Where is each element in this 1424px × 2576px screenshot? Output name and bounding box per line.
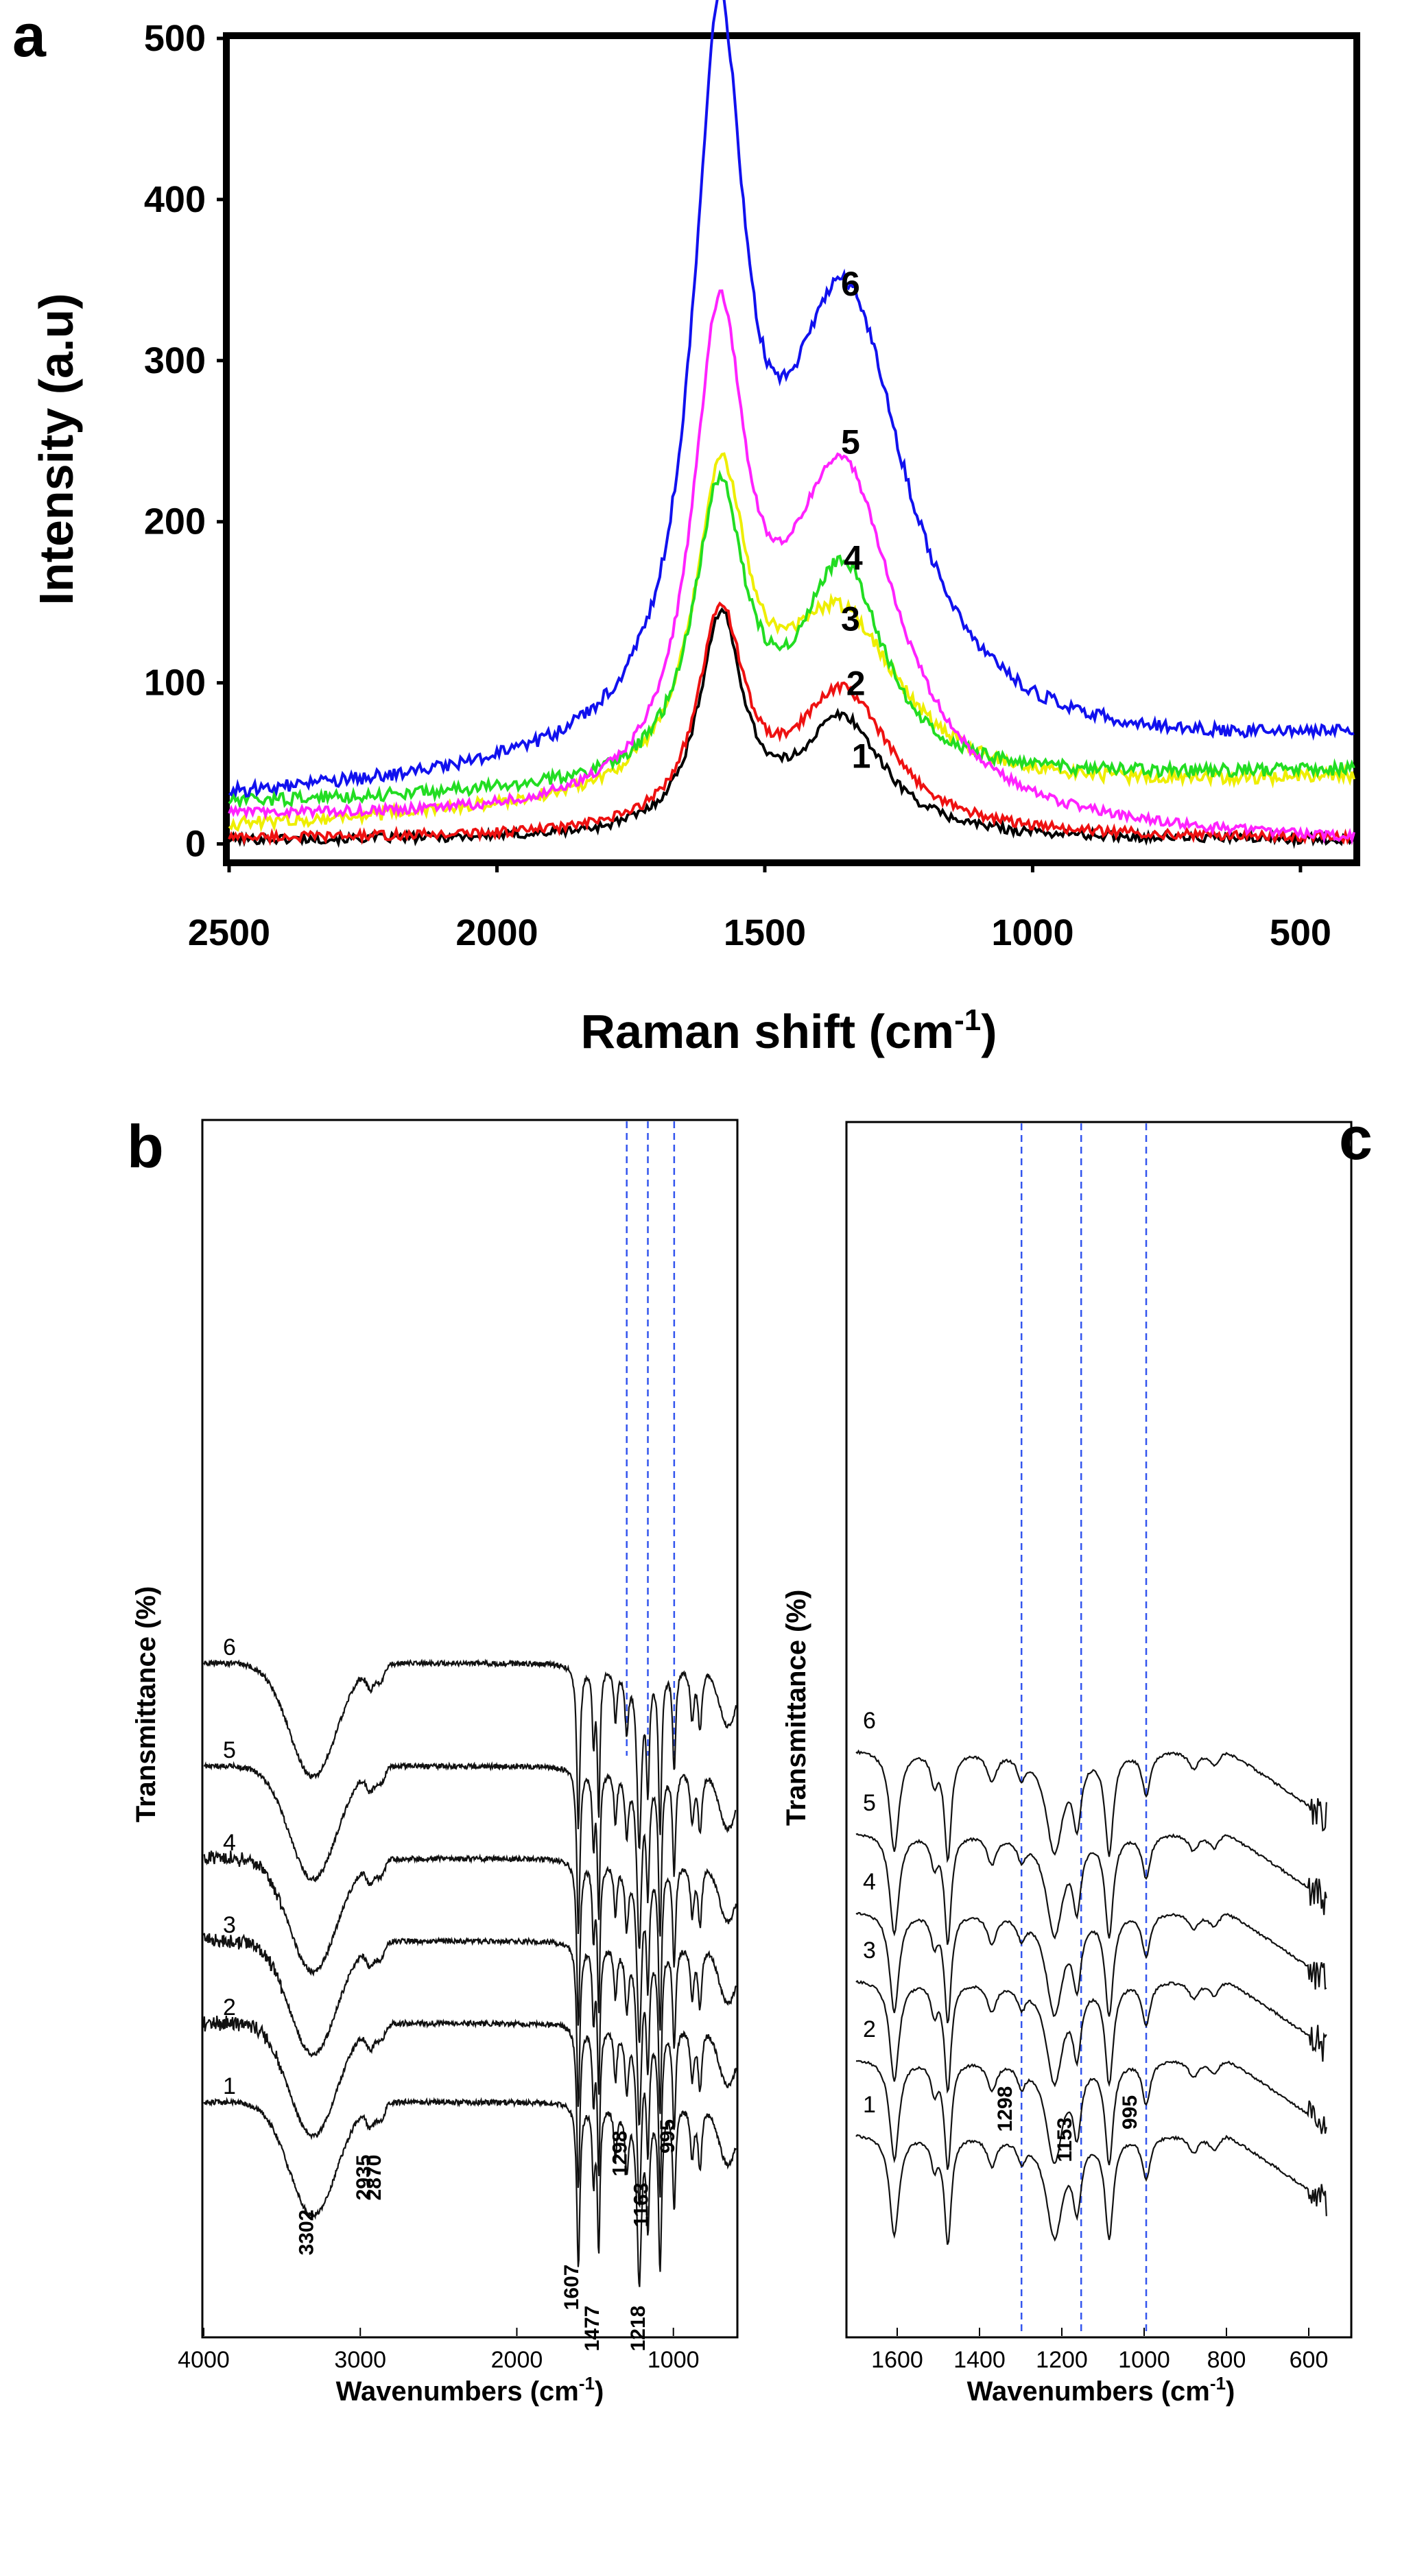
ftir-zoom-curve-label-2: 2 bbox=[863, 2016, 876, 2042]
c-peak-annotation-995: 995 bbox=[1119, 2095, 1141, 2130]
ftir-zoom-series-5 bbox=[855, 1833, 1327, 1945]
c-x-tick-label-1200: 1200 bbox=[1036, 2347, 1088, 2373]
panel-a-x-axis-title: Raman shift (cm-1) bbox=[581, 1003, 997, 1058]
b-x-tick-label-2000: 2000 bbox=[491, 2347, 543, 2373]
ftir-zoom-series-1 bbox=[855, 2134, 1327, 2245]
ftir-zoom-series-6 bbox=[855, 1749, 1327, 1863]
raman-curve-label-2: 2 bbox=[846, 665, 866, 703]
panel-b-x-ticks: 4000 3000 2000 1000 bbox=[178, 2328, 700, 2373]
b-x-tick-label-1000: 1000 bbox=[648, 2347, 700, 2373]
peak-annotation-995: 995 bbox=[656, 2119, 679, 2154]
panel-b-frame bbox=[201, 1119, 739, 2339]
y-tick-label-0: 0 bbox=[185, 824, 206, 865]
raman-series-6 bbox=[228, 0, 1355, 798]
ftir-zoom-series-2 bbox=[855, 2060, 1327, 2170]
panel-c-peak-annotations: 1298 1153 995 bbox=[994, 2086, 1141, 2162]
raman-curve-label-4: 4 bbox=[844, 538, 863, 577]
ftir-series-2 bbox=[202, 2015, 737, 2208]
panel-a-letter: a bbox=[12, 1, 47, 69]
raman-series-5 bbox=[228, 289, 1355, 846]
ftir-zoom-curve-label-5: 5 bbox=[863, 1790, 876, 1816]
c-peak-annotation-1153: 1153 bbox=[1054, 2117, 1076, 2162]
ftir-series-1 bbox=[203, 2097, 737, 2287]
panel-c-frame bbox=[845, 1121, 1353, 2339]
ftir-zoom-series-3 bbox=[855, 1979, 1327, 2094]
ftir-series-3 bbox=[202, 1933, 737, 2126]
panel-c-y-axis-title: Transmittance (%) bbox=[781, 1590, 811, 1826]
ftir-curve-label-1: 1 bbox=[223, 2073, 236, 2099]
raman-curve-label-6: 6 bbox=[841, 265, 860, 303]
y-tick-label-300: 300 bbox=[144, 340, 206, 381]
x-tick-label-2000: 2000 bbox=[455, 912, 538, 953]
ftir-curve-label-2: 2 bbox=[223, 1994, 236, 2020]
panel-b-curve-labels: 6 5 4 3 2 1 bbox=[223, 1634, 236, 2099]
c-x-tick-label-800: 800 bbox=[1207, 2347, 1246, 2373]
c-peak-annotation-1298: 1298 bbox=[994, 2086, 1017, 2132]
raman-curve-label-3: 3 bbox=[841, 600, 860, 639]
x-tick-label-1000: 1000 bbox=[991, 912, 1073, 953]
peak-annotation-1477: 1477 bbox=[581, 2306, 604, 2352]
ftir-zoom-curve-label-1: 1 bbox=[863, 2092, 876, 2118]
ftir-curve-label-5: 5 bbox=[223, 1737, 236, 1763]
panel-a-curve-labels: 1 2 3 4 5 6 bbox=[841, 265, 870, 775]
x-tick-label-2500: 2500 bbox=[188, 912, 270, 953]
ftir-zoom-curve-label-6: 6 bbox=[863, 1708, 876, 1734]
panel-b-reference-lines bbox=[626, 1121, 676, 1756]
panel-a-raman-chart: a 2500 2000 1500 1000 500 0 100 200 300 400 500 1… bbox=[12, 0, 1360, 1058]
raman-series-2 bbox=[228, 601, 1355, 846]
panel-b-series-group bbox=[202, 1658, 737, 2287]
b-x-tick-label-3000: 3000 bbox=[334, 2347, 386, 2373]
panel-c-x-axis-title: Wavenumbers (cm-1) bbox=[967, 2373, 1235, 2407]
panel-b-x-axis-title: Wavenumbers (cm-1) bbox=[336, 2373, 604, 2407]
ftir-zoom-curve-label-3: 3 bbox=[863, 1937, 876, 1964]
panel-c-ftir-zoom-chart: c 1600 1400 1200 1000 800 600 6 5 4 3 2 1 1298 1153… bbox=[781, 1104, 1373, 2407]
panel-c-letter: c bbox=[1339, 1104, 1373, 1172]
ftir-curve-label-4: 4 bbox=[223, 1830, 236, 1856]
raman-series-4 bbox=[228, 469, 1355, 811]
peak-annotation-1163: 1163 bbox=[630, 2182, 653, 2227]
peak-annotation-1607: 1607 bbox=[560, 2265, 583, 2311]
ftir-zoom-curve-label-4: 4 bbox=[863, 1869, 876, 1895]
ftir-series-6 bbox=[203, 1658, 737, 1850]
panel-a-y-axis-title: Intensity (a.u) bbox=[29, 293, 83, 605]
panel-b-letter: b bbox=[127, 1112, 164, 1180]
c-x-tick-label-1400: 1400 bbox=[953, 2347, 1006, 2373]
panel-b-y-axis-title: Transmittance (%) bbox=[131, 1586, 161, 1823]
panel-c-curve-labels: 6 5 4 3 2 1 bbox=[863, 1708, 876, 2118]
peak-annotation-2935: 2935 bbox=[353, 2155, 375, 2201]
panel-a-x-ticks: 2500 2000 1500 1000 500 bbox=[188, 860, 1331, 953]
panel-a-y-ticks: 0 100 200 300 400 500 bbox=[144, 18, 229, 865]
y-tick-label-200: 200 bbox=[144, 501, 206, 542]
b-x-tick-label-4000: 4000 bbox=[178, 2347, 230, 2373]
panel-c-series-group bbox=[855, 1749, 1327, 2245]
c-x-tick-label-1000: 1000 bbox=[1118, 2347, 1170, 2373]
y-tick-label-400: 400 bbox=[144, 179, 206, 220]
peak-annotation-3302: 3302 bbox=[295, 2210, 318, 2256]
peak-annotation-1298: 1298 bbox=[609, 2131, 632, 2177]
c-x-tick-label-1600: 1600 bbox=[871, 2347, 923, 2373]
y-tick-label-100: 100 bbox=[144, 663, 206, 704]
ftir-zoom-series-4 bbox=[855, 1911, 1327, 2024]
panel-c-reference-lines bbox=[1020, 1123, 1148, 2336]
raman-series-1 bbox=[228, 607, 1355, 849]
c-x-tick-label-600: 600 bbox=[1290, 2347, 1329, 2373]
ftir-series-4 bbox=[203, 1850, 737, 2043]
y-tick-label-500: 500 bbox=[144, 18, 206, 59]
x-tick-label-1500: 1500 bbox=[724, 912, 806, 953]
ftir-curve-label-6: 6 bbox=[223, 1634, 236, 1660]
peak-annotation-2870: 2870 bbox=[363, 2155, 385, 2201]
peak-annotation-1218: 1218 bbox=[627, 2306, 650, 2352]
raman-curve-label-1: 1 bbox=[852, 737, 871, 775]
panel-a-frame bbox=[223, 32, 1360, 866]
raman-curve-label-5: 5 bbox=[841, 422, 860, 461]
panel-a-series-group bbox=[228, 0, 1355, 849]
x-tick-label-500: 500 bbox=[1270, 912, 1331, 953]
ftir-curve-label-3: 3 bbox=[223, 1912, 236, 1938]
ftir-series-5 bbox=[203, 1761, 737, 1949]
panel-c-x-ticks: 1600 1400 1200 1000 800 600 bbox=[871, 2328, 1328, 2373]
